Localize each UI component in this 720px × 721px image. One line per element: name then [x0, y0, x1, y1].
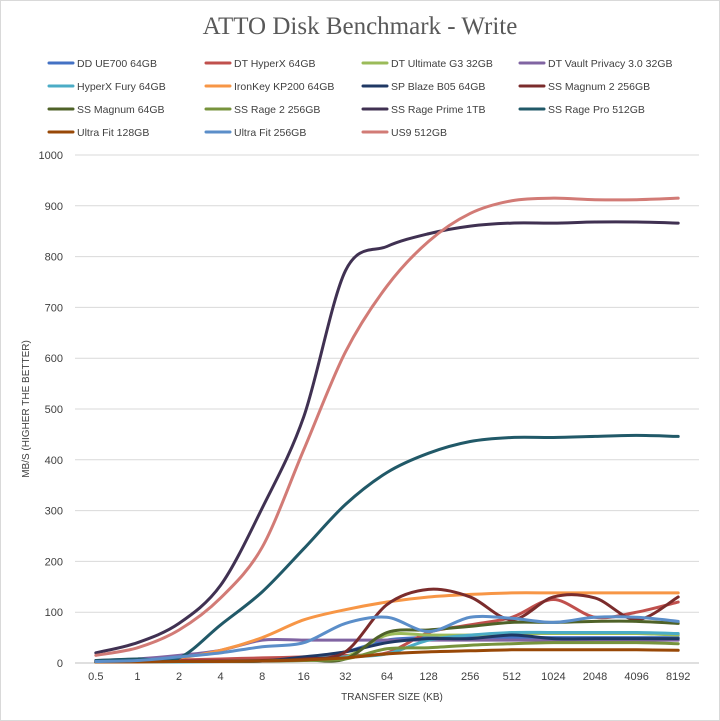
legend-item: SP Blaze B05 64GB — [361, 81, 485, 93]
series-line-ultra-fit-256gb — [94, 614, 680, 663]
legend-label: DT Ultimate G3 32GB — [391, 58, 493, 70]
legend-item: SS Rage Prime 1TB — [361, 104, 486, 116]
x-tick-label: 1 — [134, 671, 140, 683]
series-line-ss-rage-prime-1tb — [94, 220, 680, 655]
legend-label: SS Magnum 64GB — [77, 104, 165, 116]
x-tick-label: 4 — [218, 671, 224, 683]
legend-label: DD UE700 64GB — [77, 58, 157, 70]
y-tick-label: 700 — [45, 302, 63, 314]
x-tick-label: 2 — [176, 671, 182, 683]
legend-label: SS Magnum 2 256GB — [548, 81, 650, 93]
y-axis-ticks: 0 100 200 300 400 500 600 700 800 900 1000 — [39, 150, 63, 670]
y-tick-label: 900 — [45, 201, 63, 213]
legend-item: Ultra Fit 256GB — [204, 127, 306, 139]
series-line-dt-hyperx-64gb — [94, 598, 680, 663]
legend-label: Ultra Fit 128GB — [77, 127, 149, 139]
y-axis-label: MB/S (HIGHER THE BETTER) — [21, 340, 32, 478]
legend-label: DT Vault Privacy 3.0 32GB — [548, 58, 673, 70]
legend-item: HyperX Fury 64GB — [47, 81, 166, 93]
x-axis-label: TRANSFER SIZE (KB) — [341, 692, 443, 703]
legend-item: IronKey KP200 64GB — [204, 81, 334, 93]
x-tick-label: 32 — [339, 671, 351, 683]
chart-title: ATTO Disk Benchmark - Write — [203, 13, 518, 40]
legend-item: DT Vault Privacy 3.0 32GB — [518, 58, 673, 70]
gridlines — [75, 154, 699, 664]
legend-label: IronKey KP200 64GB — [234, 81, 334, 93]
x-tick-label: 256 — [461, 671, 479, 683]
series-line-ss-rage-pro-512gb — [94, 433, 680, 663]
legend-item: SS Magnum 64GB — [47, 104, 165, 116]
legend-label: HyperX Fury 64GB — [77, 81, 166, 93]
x-tick-label: 0.5 — [88, 671, 103, 683]
y-tick-label: 100 — [45, 607, 63, 619]
y-tick-label: 400 — [45, 455, 63, 467]
y-tick-label: 1000 — [39, 150, 63, 162]
x-tick-label: 8 — [259, 671, 265, 683]
x-tick-label: 2048 — [583, 671, 607, 683]
x-tick-label: 8192 — [666, 671, 690, 683]
x-tick-label: 1024 — [541, 671, 565, 683]
y-tick-label: 0 — [57, 658, 63, 670]
legend-item: DT Ultimate G3 32GB — [361, 58, 493, 70]
legend-item: SS Magnum 2 256GB — [518, 81, 650, 93]
legend-item: SS Rage 2 256GB — [204, 104, 320, 116]
x-tick-label: 64 — [381, 671, 393, 683]
x-tick-label: 128 — [419, 671, 437, 683]
series-lines — [94, 196, 680, 664]
x-tick-label: 16 — [298, 671, 310, 683]
x-tick-label: 512 — [503, 671, 521, 683]
legend-item: DD UE700 64GB — [47, 58, 157, 70]
y-tick-label: 500 — [45, 404, 63, 416]
series-line-ultra-fit-128gb — [94, 648, 680, 664]
y-tick-label: 200 — [45, 556, 63, 568]
series-line-us9-512gb — [94, 196, 680, 657]
legend-item: US9 512GB — [361, 127, 447, 139]
legend-item: Ultra Fit 128GB — [47, 127, 149, 139]
legend-label: SS Rage 2 256GB — [234, 104, 320, 116]
x-tick-label: 4096 — [624, 671, 648, 683]
legend-label: SP Blaze B05 64GB — [391, 81, 485, 93]
legend-label: DT HyperX 64GB — [234, 58, 316, 70]
legend-label: US9 512GB — [391, 127, 447, 139]
x-axis-ticks: 0.5 1 2 4 8 16 32 64 128 256 512 1024 2048 4096 8192 — [88, 671, 690, 683]
legend-label: SS Rage Pro 512GB — [548, 104, 645, 116]
legend-item: DT HyperX 64GB — [204, 58, 316, 70]
y-tick-label: 600 — [45, 353, 63, 365]
legend-label: SS Rage Prime 1TB — [391, 104, 486, 116]
legend: DD UE700 64GB DT HyperX 64GB DT Ultimate G… — [47, 58, 673, 139]
y-tick-label: 300 — [45, 506, 63, 518]
y-tick-label: 800 — [45, 252, 63, 264]
legend-label: Ultra Fit 256GB — [234, 127, 306, 139]
legend-item: SS Rage Pro 512GB — [518, 104, 645, 116]
